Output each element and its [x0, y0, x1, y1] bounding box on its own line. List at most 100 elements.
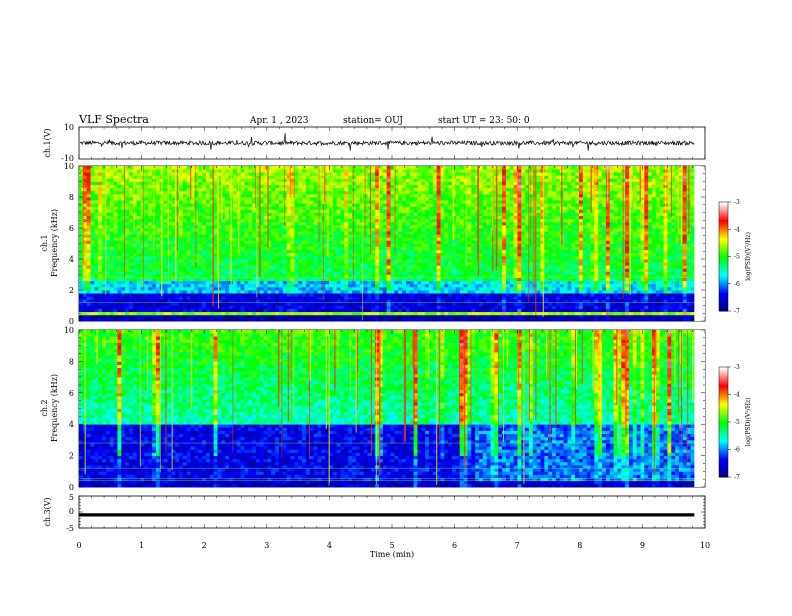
spectrogram-cell [337, 290, 341, 294]
spectrogram-cell [233, 166, 237, 170]
spectrogram-cell [252, 306, 256, 310]
spectrogram-cell [183, 206, 187, 210]
spectrogram-cell [317, 185, 321, 189]
spectrogram-cell [183, 182, 187, 186]
spectrogram-cell [87, 265, 91, 269]
spectrogram-cell [452, 247, 456, 251]
spectrogram-cell [275, 281, 279, 285]
spectrogram-cell [187, 231, 191, 235]
spectrogram-cell [348, 247, 352, 251]
spectrogram-cell [225, 231, 229, 235]
spectrogram-cell [398, 219, 402, 223]
spectrogram-cell [179, 271, 183, 275]
spectrogram-cell [341, 185, 345, 189]
spectrogram-cell [252, 262, 256, 266]
spectrogram-cell [367, 278, 371, 282]
spectrogram-cell [444, 175, 448, 179]
spectrogram-cell [79, 278, 83, 282]
spectrogram-cell [375, 237, 379, 241]
spectrogram-cell [141, 194, 145, 198]
spectrogram-cell [194, 182, 198, 186]
spectrogram-cell [137, 188, 141, 192]
spectrogram-cell [202, 237, 206, 241]
spectrogram-cell [248, 240, 252, 244]
spectrogram-cell [114, 216, 118, 220]
spectrogram-cell [260, 306, 264, 310]
spectrogram-cell [298, 222, 302, 226]
spectrogram-cell [383, 293, 387, 297]
spectrogram-cell [125, 234, 129, 238]
spectrogram-cell [344, 259, 348, 263]
spectrogram-cell [402, 225, 406, 229]
spectrogram-cell [171, 203, 175, 207]
spectrogram-cell [267, 271, 271, 275]
spectrogram-cell [398, 281, 402, 285]
spectrogram-cell [129, 315, 133, 319]
spectrogram-cell [233, 219, 237, 223]
spectrogram-cell [114, 169, 118, 173]
spectrogram-cell [252, 290, 256, 294]
spectrogram-cell [225, 222, 229, 226]
spectrogram-cell [133, 281, 137, 285]
spectrogram-cell [329, 203, 333, 207]
spectrogram-cell [375, 213, 379, 217]
spectrogram-cell [271, 278, 275, 282]
spectrogram-cell [214, 290, 218, 294]
spectrogram-cell [433, 182, 437, 186]
spectrogram-cell [248, 250, 252, 254]
spectrogram-cell [256, 318, 260, 322]
spectrogram-cell [421, 259, 425, 263]
spectrogram-cell [233, 302, 237, 306]
spectrogram-cell [183, 203, 187, 207]
spectrogram-cell [341, 240, 345, 244]
spectrogram-cell [341, 268, 345, 272]
spectrogram-cell [325, 278, 329, 282]
spectrogram-cell [275, 240, 279, 244]
spectrogram-cell [444, 178, 448, 182]
spectrogram-cell [429, 185, 433, 189]
spectrogram-cell [421, 309, 425, 313]
spectrogram-cell [437, 302, 441, 306]
spectrogram-cell [171, 244, 175, 248]
spectrogram-cell [352, 306, 356, 310]
spectrogram-cell [252, 256, 256, 260]
spectrogram-cell [164, 178, 168, 182]
spectrogram-cell [410, 259, 414, 263]
spectrogram-cell [287, 256, 291, 260]
spectrogram-cell [348, 188, 352, 192]
spectrogram-cell [133, 262, 137, 266]
spectrogram-cell [406, 166, 410, 170]
spectrogram-cell [329, 182, 333, 186]
spectrogram-cell [337, 209, 341, 213]
spectrogram-cell [114, 315, 118, 319]
spectrogram-cell [341, 203, 345, 207]
spectrogram-cell [375, 228, 379, 232]
spectrogram-cell [410, 203, 414, 207]
spectrogram-cell [275, 290, 279, 294]
spectrogram-cell [367, 203, 371, 207]
spectrogram-cell [421, 244, 425, 248]
spectrogram-cell [410, 172, 414, 176]
spectrogram-cell [106, 244, 110, 248]
spectrogram-cell [248, 293, 252, 297]
spectrogram-cell [144, 216, 148, 220]
spectrogram-cell [98, 231, 102, 235]
spectrogram-cell [306, 240, 310, 244]
spectrogram-cell [241, 228, 245, 232]
spectrogram-cell [98, 250, 102, 254]
spectrogram-cell [133, 278, 137, 282]
spectrogram-cell [129, 169, 133, 173]
spectrogram-cell [244, 318, 248, 322]
spectrogram-cell [179, 247, 183, 251]
spectrogram-cell [141, 293, 145, 297]
spectrogram-cell [448, 278, 452, 282]
spectrogram-cell [167, 281, 171, 285]
spectrogram-cell [306, 302, 310, 306]
spectrogram-cell [306, 169, 310, 173]
spectrogram-cell [202, 178, 206, 182]
spectrogram-cell [98, 206, 102, 210]
spectrogram-cell [144, 172, 148, 176]
spectrogram-cell [352, 185, 356, 189]
spectrogram-cell [437, 271, 441, 275]
spectrogram-cell [364, 206, 368, 210]
